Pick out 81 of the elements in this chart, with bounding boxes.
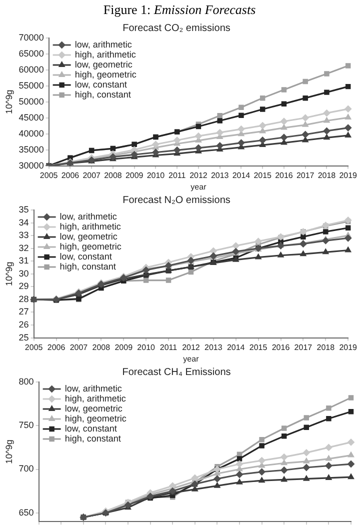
x-axis-title: year bbox=[183, 354, 200, 364]
x-tick-label: 2014 bbox=[226, 342, 246, 352]
x-tick-label: 2007 bbox=[82, 170, 102, 180]
legend-label: low, arithmetic bbox=[60, 211, 118, 222]
x-tick-label: 2012 bbox=[190, 170, 208, 180]
x-tick-label: 2017 bbox=[296, 170, 315, 180]
y-tick-label: 35 bbox=[18, 204, 29, 214]
x-tick-label: 2011 bbox=[160, 342, 178, 352]
legend-label: high, geometric bbox=[74, 69, 137, 80]
y-tick-label: 35000 bbox=[18, 144, 44, 154]
x-tick-label: 2013 bbox=[204, 342, 223, 352]
x-tick-label: 2010 bbox=[146, 170, 166, 180]
x-tick-label: 2015 bbox=[249, 342, 268, 352]
y-tick-label: 34 bbox=[18, 217, 29, 228]
y-tick-label: 750 bbox=[18, 420, 34, 430]
legend-label: high, constant bbox=[60, 261, 116, 272]
x-tick-label: 2011 bbox=[168, 170, 186, 180]
x-tick-label: 2005 bbox=[40, 170, 58, 180]
x-tick-label: 2009 bbox=[114, 342, 134, 352]
legend-label: low, constant bbox=[60, 251, 112, 262]
y-tick-label: 30 bbox=[18, 268, 29, 278]
y-axis-title: 10^9g bbox=[4, 90, 14, 114]
x-tick-label: 2006 bbox=[61, 170, 80, 180]
x-tick-label: 2017 bbox=[294, 342, 313, 352]
x-tick-label: 2019 bbox=[339, 342, 358, 352]
x-tick-label: 2014 bbox=[232, 170, 251, 180]
legend-label: low, geometric bbox=[64, 403, 123, 414]
y-tick-label: 28 bbox=[18, 294, 29, 304]
y-tick-label: 30000 bbox=[18, 160, 44, 170]
x-tick-label: 2016 bbox=[272, 342, 290, 352]
legend-label: high, arithmetic bbox=[60, 221, 122, 232]
x-tick-label: 2005 bbox=[24, 342, 44, 352]
legend-label: low, constant bbox=[74, 79, 128, 90]
y-tick-label: 27 bbox=[18, 306, 29, 317]
legend-label: low, constant bbox=[64, 423, 118, 434]
y-tick-label: 45000 bbox=[18, 112, 44, 122]
x-tick-label: 2012 bbox=[182, 342, 200, 352]
y-axis-title: 10^9g bbox=[4, 262, 14, 286]
y-tick-label: 700 bbox=[18, 464, 34, 474]
legend-label: low, geometric bbox=[74, 59, 133, 70]
y-tick-label: 650 bbox=[18, 507, 34, 518]
y-tick-label: 70000 bbox=[18, 32, 44, 42]
y-tick-label: 29 bbox=[18, 281, 29, 292]
x-axis-title: year bbox=[190, 182, 207, 192]
legend-label: high, constant bbox=[74, 89, 132, 100]
x-tick-label: 2009 bbox=[125, 170, 144, 180]
legend-label: high, geometric bbox=[60, 241, 122, 252]
legend-label: high, arithmetic bbox=[74, 49, 136, 60]
y-tick-label: 33 bbox=[18, 230, 29, 240]
x-tick-label: 2016 bbox=[275, 170, 294, 180]
y-tick-label: 31 bbox=[18, 256, 29, 266]
x-tick-label: 2013 bbox=[210, 170, 230, 180]
y-tick-label: 40000 bbox=[18, 128, 44, 138]
y-tick-label: 26 bbox=[18, 320, 29, 330]
chart-title: Forecast N₂O emissions bbox=[122, 194, 230, 206]
y-tick-label: 60000 bbox=[18, 64, 44, 74]
x-tick-label: 2019 bbox=[339, 170, 358, 180]
y-tick-label: 65000 bbox=[18, 48, 44, 58]
chart-title: Forecast CH₄ Emissions bbox=[122, 366, 231, 378]
legend-label: low, arithmetic bbox=[74, 39, 132, 50]
y-tick-label: 800 bbox=[18, 376, 34, 386]
caption: Figure 1: Emission Forecasts bbox=[102, 1, 257, 19]
y-tick-label: 50000 bbox=[18, 96, 44, 106]
legend-label: low, arithmetic bbox=[64, 383, 122, 394]
x-tick-label: 2007 bbox=[70, 342, 88, 352]
chart-title: Forecast CO₂ emissions bbox=[122, 22, 230, 34]
y-tick-label: 32 bbox=[18, 242, 29, 253]
y-tick-label: 55000 bbox=[18, 80, 44, 90]
legend-label: high, geometric bbox=[64, 413, 127, 424]
x-tick-label: 2015 bbox=[254, 170, 272, 180]
x-tick-label: 2010 bbox=[137, 342, 156, 352]
legend-label: high, constant bbox=[64, 433, 122, 444]
legend-label: high, arithmetic bbox=[64, 393, 126, 404]
x-tick-label: 2018 bbox=[318, 170, 336, 180]
legend-label: low, geometric bbox=[60, 231, 118, 242]
x-tick-label: 2018 bbox=[316, 342, 336, 352]
y-axis-title: 10^9g bbox=[4, 440, 14, 464]
y-tick-label: 25 bbox=[18, 332, 29, 342]
x-tick-label: 2008 bbox=[104, 170, 122, 180]
x-tick-label: 2008 bbox=[92, 342, 111, 352]
x-tick-label: 2006 bbox=[47, 342, 66, 352]
